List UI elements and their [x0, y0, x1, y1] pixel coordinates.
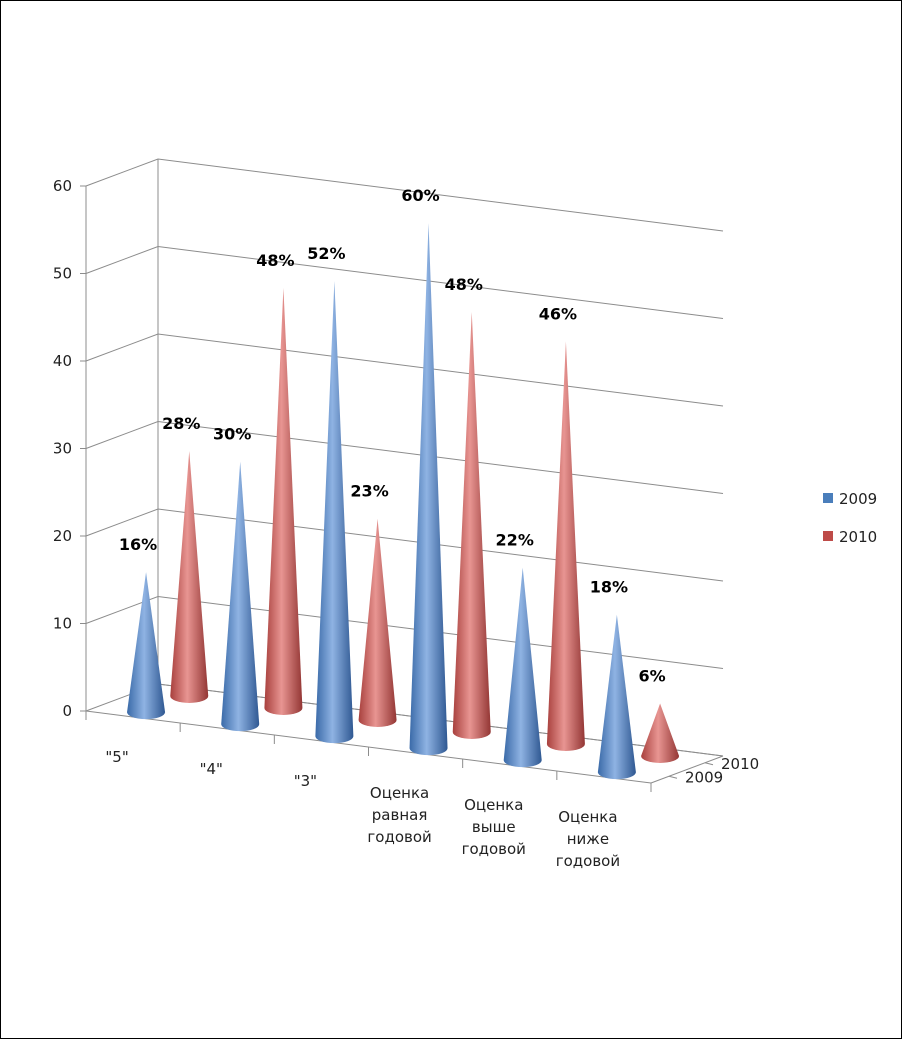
gridline — [85, 508, 724, 582]
data-label: 6% — [638, 666, 665, 685]
depth-axis-label: 2010 — [721, 755, 759, 773]
y-tick-label: 60 — [53, 177, 72, 195]
data-label: 18% — [590, 578, 628, 597]
y-tick-label: 40 — [53, 352, 72, 370]
depth-axis-label: 2009 — [685, 768, 723, 786]
cone-2009 — [315, 281, 354, 744]
data-label: 30% — [213, 425, 251, 444]
y-tick-label: 20 — [53, 527, 72, 545]
cone-2009 — [503, 567, 542, 768]
cone-2009 — [127, 572, 166, 720]
data-label: 16% — [119, 535, 157, 554]
category-label: "5" — [105, 748, 128, 766]
legend-swatch — [823, 531, 833, 541]
gridline — [85, 420, 724, 494]
legend-swatch — [823, 493, 833, 503]
category-label: "3" — [294, 772, 317, 790]
gridline — [85, 333, 724, 407]
series-2010-cones — [170, 287, 680, 763]
series-2009-cones — [127, 223, 636, 780]
data-label: 48% — [256, 251, 294, 270]
legend-label: 2010 — [839, 528, 877, 546]
y-tick-label: 10 — [53, 615, 72, 633]
data-label: 23% — [350, 482, 388, 501]
cone-2010 — [641, 703, 680, 763]
cone-2010 — [452, 311, 491, 739]
data-label: 28% — [162, 414, 200, 433]
cone-2009 — [409, 223, 448, 756]
cone-2009 — [221, 461, 260, 732]
depth-tick-mark — [668, 775, 678, 779]
legend-label: 2009 — [839, 490, 877, 508]
data-label: 22% — [496, 531, 534, 550]
category-label: Оценка выше годовой — [462, 796, 526, 858]
data-label: 60% — [401, 186, 439, 205]
data-label: 46% — [539, 304, 577, 323]
cone-2009 — [597, 614, 636, 780]
gridline — [85, 158, 724, 232]
data-label: 52% — [307, 244, 345, 263]
gridline — [85, 595, 724, 669]
cone-2010 — [358, 518, 397, 727]
cone-2010 — [546, 341, 585, 751]
cone-2010 — [170, 450, 209, 703]
y-tick-label: 50 — [53, 265, 72, 283]
y-tick-label: 0 — [62, 702, 72, 720]
legend: 2009 2010 — [823, 490, 877, 546]
category-label: "4" — [200, 760, 223, 778]
data-label: 48% — [445, 275, 483, 294]
cone-2010 — [264, 287, 303, 715]
gridline — [85, 245, 724, 319]
labels-layer: 0 10 20 30 40 50 60 "5" "4" "3" Оценка равная годово… — [53, 177, 759, 870]
y-tick-label: 30 — [53, 440, 72, 458]
category-label: Оценка ниже годовой — [556, 808, 620, 870]
category-label: Оценка равная годовой — [367, 784, 431, 846]
depth-axis-line — [650, 755, 724, 784]
depth-tick-mark — [704, 762, 714, 766]
